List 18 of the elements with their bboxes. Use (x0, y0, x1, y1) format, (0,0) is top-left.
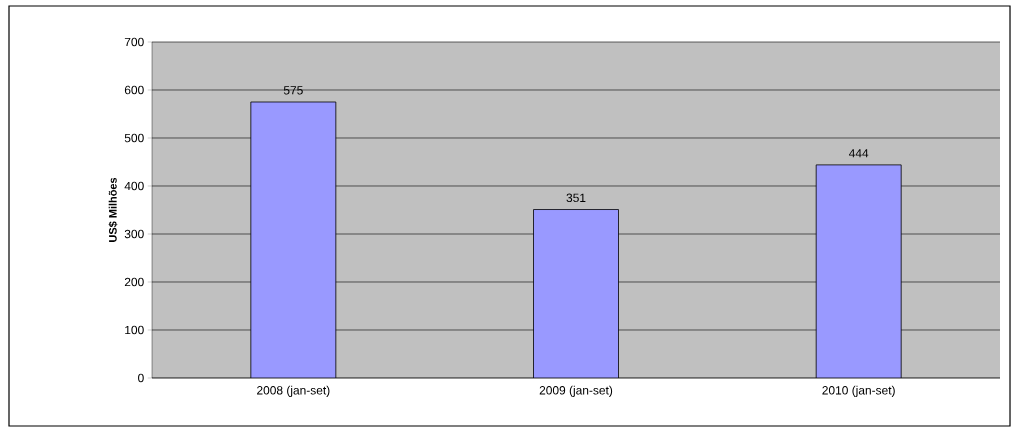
y-tick-label: 600 (124, 85, 144, 95)
data-label: 444 (848, 149, 869, 158)
data-label: 575 (283, 86, 303, 95)
y-tick-label: 0 (138, 373, 144, 383)
y-tick-label: 100 (125, 325, 144, 335)
x-tick-label: 2010 (jan-set) (822, 385, 895, 397)
y-tick-label: 200 (124, 277, 144, 287)
bar (250, 101, 337, 378)
bar (533, 209, 619, 378)
y-tick-label: 500 (124, 133, 144, 143)
y-axis-title: US$ Milhões (108, 177, 118, 242)
y-tick-label: 300 (124, 229, 144, 239)
y-tick-label: 700 (124, 37, 144, 47)
bar (815, 164, 902, 378)
data-label: 351 (566, 193, 586, 202)
x-tick-label: 2008 (jan-set) (257, 385, 330, 397)
x-tick-label: 2009 (jan-set) (539, 385, 613, 397)
y-tick-label: 400 (124, 181, 144, 191)
